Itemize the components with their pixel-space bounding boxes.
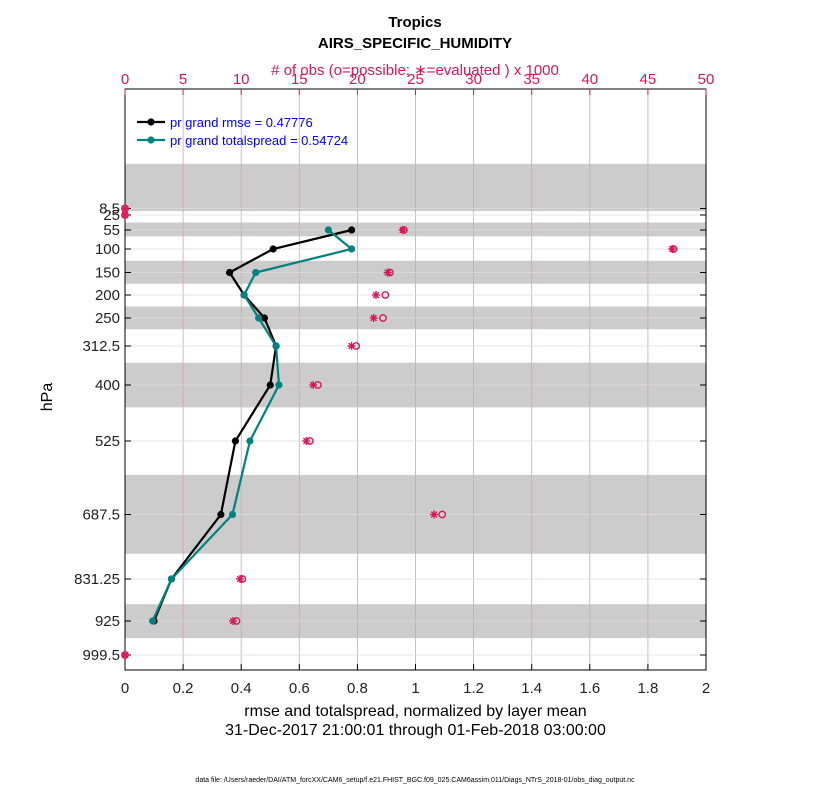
obs-evaluated-marker-7-stroke xyxy=(348,342,355,350)
x-tick-label-8: 1.6 xyxy=(579,680,600,697)
y-tick-label-10: 687.5 xyxy=(82,507,120,524)
series-0-point-7 xyxy=(231,437,239,445)
series-1-point-4 xyxy=(255,314,263,322)
top-tick-label-8: 40 xyxy=(581,71,598,88)
series-line-0 xyxy=(153,228,352,622)
series-line-1 xyxy=(151,229,354,622)
series-1-point-5 xyxy=(272,342,280,350)
obs-possible-marker-5 xyxy=(381,291,390,299)
x-tick-label-6: 1.2 xyxy=(463,680,484,697)
obs-evaluated-marker-7 xyxy=(347,342,356,350)
obs-evaluated-marker-1-stroke xyxy=(121,211,129,219)
x-tick-label-3: 0.6 xyxy=(289,680,310,697)
legend-label-0: pr grand rmse = 0.47776 xyxy=(170,115,313,130)
date-range: 31-Dec-2017 21:00:01 through 01-Feb-2018… xyxy=(225,722,606,739)
y-tick-label-2: 55 xyxy=(103,222,120,239)
legend-marker-0 xyxy=(147,118,155,126)
y-tick-label-7: 312.5 xyxy=(82,338,120,355)
series-0-point-1 xyxy=(269,245,277,253)
obs-evaluated-marker-4-stroke xyxy=(384,269,391,276)
series-1-point-2 xyxy=(252,268,260,277)
series-1-point-8 xyxy=(228,510,237,519)
obs-evaluated-marker-13 xyxy=(121,651,129,659)
x-tick-label-5: 1 xyxy=(411,680,419,697)
top-tick-label-1: 5 xyxy=(179,71,187,88)
top-tick-label-3: 15 xyxy=(291,71,308,88)
obs-evaluated-marker-8 xyxy=(309,381,318,389)
obs-evaluated-marker-6-stroke xyxy=(370,314,377,322)
obs-evaluated-marker-11 xyxy=(236,575,245,583)
obs-evaluated-marker-11-stroke xyxy=(236,575,244,583)
x-tick-label-7: 1.4 xyxy=(521,680,542,697)
top-tick-label-4: 20 xyxy=(349,71,366,88)
obs-evaluated-marker-4 xyxy=(383,268,392,277)
obs-evaluated-marker-10-stroke xyxy=(430,511,438,518)
obs-possible-marker-10 xyxy=(438,510,447,519)
top-tick-label-2: 10 xyxy=(233,71,250,88)
obs-evaluated-marker-0-stroke xyxy=(121,205,129,212)
top-tick-label-0: 0 xyxy=(121,71,129,88)
series-1-point-0 xyxy=(324,226,332,234)
top-tick-label-7: 35 xyxy=(523,71,540,88)
y-tick-label-8: 400 xyxy=(95,377,120,394)
chart-subtitle: AIRS_SPECIFIC_HUMIDITY xyxy=(317,35,513,52)
x-tick-label-9: 1.8 xyxy=(637,680,658,697)
top-tick-label-9: 45 xyxy=(640,71,657,88)
series-1-point-1 xyxy=(347,245,356,253)
series-0-point-4 xyxy=(260,314,269,322)
x-tick-label-0: 0 xyxy=(121,680,129,697)
y-tick-label-0: 8.5 xyxy=(99,201,120,218)
series-0-point-6 xyxy=(266,381,274,389)
x-tick-label-1: 0.2 xyxy=(173,680,194,697)
top-tick-label-5: 25 xyxy=(407,71,424,88)
obs-evaluated-marker-8-stroke xyxy=(309,381,317,389)
legend-label-1: pr grand totalspread = 0.54724 xyxy=(170,133,348,148)
series-1-point-7 xyxy=(246,437,254,445)
y-tick-label-11: 831.25 xyxy=(74,571,120,588)
y-tick-label-5: 200 xyxy=(95,287,120,304)
x-tick-label-4: 0.8 xyxy=(347,680,368,697)
y-axis-label: hPa xyxy=(39,382,57,412)
obs-evaluated-marker-3 xyxy=(668,245,677,253)
obs-evaluated-marker-1 xyxy=(121,211,129,219)
data-file-footer: data file: /Users/raeder/DAI/ATM_forcXX/… xyxy=(195,777,635,784)
y-tick-label-12: 925 xyxy=(95,613,120,630)
obs-evaluated-marker-10 xyxy=(430,510,439,519)
x-tick-label-10: 2 xyxy=(702,680,710,697)
y-tick-label-13: 999.5 xyxy=(82,647,120,664)
chart-title: Tropics xyxy=(388,14,442,31)
legend-marker-1 xyxy=(147,136,155,144)
x-tick-label-2: 0.4 xyxy=(231,680,252,697)
series-1-point-9 xyxy=(167,575,176,583)
top-tick-label-10: 50 xyxy=(698,71,715,88)
obs-evaluated-marker-13-stroke xyxy=(121,651,129,659)
series-0-point-0 xyxy=(347,226,356,234)
obs-evaluated-marker-6 xyxy=(369,314,378,322)
series-0-point-8 xyxy=(217,510,225,519)
obs-evaluated-marker-2-stroke xyxy=(399,226,407,234)
obs-evaluated-marker-9 xyxy=(302,437,311,445)
top-axis-label: # of obs (o=possible; ∗=evaluated ) x 10… xyxy=(271,62,559,79)
series-1-point-3 xyxy=(240,291,248,299)
y-tick-label-3: 100 xyxy=(95,241,120,258)
obs-evaluated-marker-12 xyxy=(229,617,238,625)
x-axis-label: rmse and totalspread, normalized by laye… xyxy=(244,703,587,720)
y-tick-label-6: 250 xyxy=(95,310,120,327)
obs-evaluated-marker-5 xyxy=(371,291,380,299)
top-tick-label-6: 30 xyxy=(465,71,482,88)
obs-evaluated-marker-9-stroke xyxy=(302,437,310,445)
y-tick-label-1: 25 xyxy=(103,207,120,224)
obs-possible-marker-6 xyxy=(379,314,387,322)
y-tick-label-4: 150 xyxy=(95,265,120,282)
series-1-point-10 xyxy=(148,617,157,625)
obs-evaluated-marker-5-stroke xyxy=(372,291,380,299)
obs-evaluated-marker-12-stroke xyxy=(229,617,237,625)
y-tick-label-9: 525 xyxy=(95,433,120,450)
obs-evaluated-marker-2 xyxy=(398,226,407,234)
series-0-point-2 xyxy=(225,268,234,277)
series-1-point-6 xyxy=(275,381,283,389)
obs-evaluated-marker-3-stroke xyxy=(668,245,676,253)
